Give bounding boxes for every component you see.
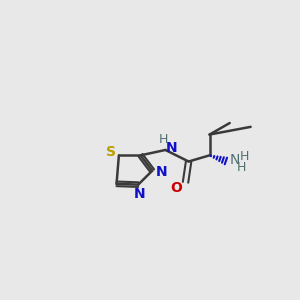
- Text: O: O: [170, 182, 182, 196]
- Text: N: N: [134, 187, 146, 201]
- Text: H: H: [237, 161, 246, 174]
- Text: N: N: [166, 141, 177, 155]
- Text: H: H: [159, 133, 169, 146]
- Text: H: H: [240, 150, 249, 164]
- Text: N: N: [156, 165, 167, 179]
- Text: N: N: [230, 153, 240, 167]
- Text: S: S: [106, 145, 116, 159]
